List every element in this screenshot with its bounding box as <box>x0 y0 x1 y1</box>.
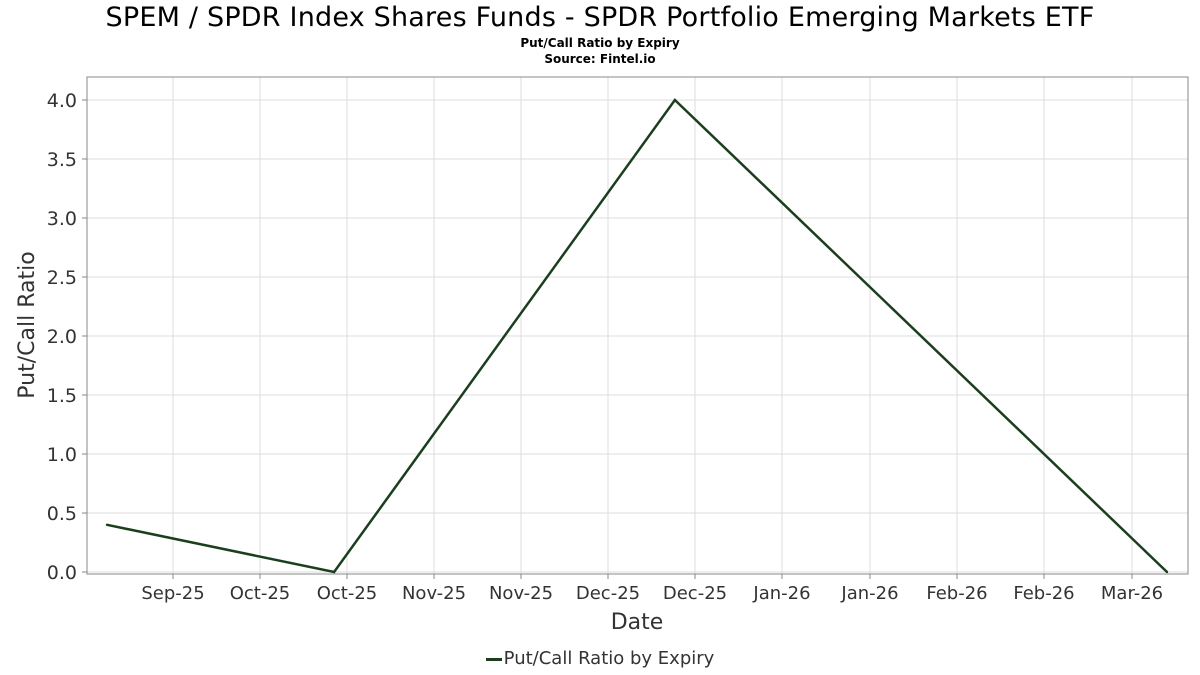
chart-title: SPEM / SPDR Index Shares Funds - SPDR Po… <box>105 2 1095 33</box>
y-tick-label: 2.5 <box>47 267 77 289</box>
x-axis-label: Date <box>611 610 664 635</box>
x-tick-label: Nov-25 <box>489 583 553 604</box>
y-tick-label: 1.0 <box>47 444 77 466</box>
y-tick-label: 3.0 <box>47 208 77 230</box>
legend: Put/Call Ratio by Expiry <box>0 648 1200 669</box>
legend-label: Put/Call Ratio by Expiry <box>503 648 715 669</box>
y-tick-label: 3.5 <box>47 149 77 171</box>
y-tick-label: 1.5 <box>47 385 77 407</box>
x-tick-label: Jan-26 <box>840 583 898 604</box>
y-tick-label: 2.0 <box>47 326 77 348</box>
chart-subtitle: Put/Call Ratio by Expiry <box>520 36 680 50</box>
data-point <box>105 523 109 526</box>
y-tick-label: 0.0 <box>47 562 77 584</box>
legend-swatch <box>485 657 502 661</box>
x-tick-label: Dec-25 <box>663 583 727 604</box>
x-tick-label: Nov-25 <box>402 583 466 604</box>
x-tick-label: Oct-25 <box>317 583 378 604</box>
x-tick-label: Feb-26 <box>926 583 987 604</box>
x-tick-label: Dec-25 <box>576 583 640 604</box>
x-tick-label: Feb-26 <box>1013 583 1074 604</box>
x-tick-label: Oct-25 <box>230 583 291 604</box>
plot-frame <box>86 76 1189 575</box>
y-tick-label: 4.0 <box>47 90 77 112</box>
x-tick-label: Mar-26 <box>1101 583 1163 604</box>
chart-source: Source: Fintel.io <box>544 52 656 66</box>
series-line <box>106 98 1168 574</box>
x-tick-label: Jan-26 <box>752 583 810 604</box>
data-point <box>332 570 336 574</box>
y-tick-label: 0.5 <box>47 503 77 525</box>
data-point <box>1165 570 1169 574</box>
x-tick-label: Sep-25 <box>141 583 204 604</box>
data-point <box>673 98 677 102</box>
y-axis-label: Put/Call Ratio <box>15 251 40 398</box>
